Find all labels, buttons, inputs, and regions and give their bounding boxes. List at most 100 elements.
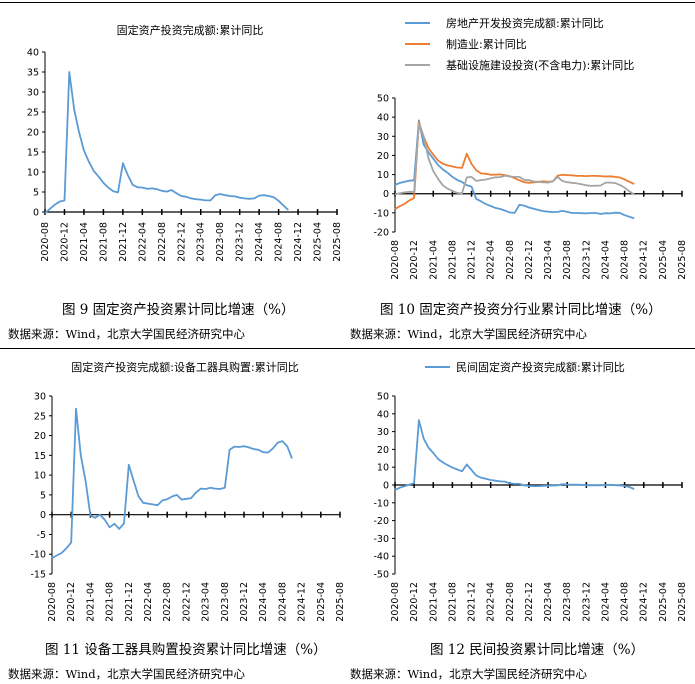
y-tick-label: 50 <box>377 392 389 403</box>
x-tick-label: 2022-04 <box>143 582 154 622</box>
x-tick-label: 2023-12 <box>581 240 592 280</box>
x-tick-label: 2020-12 <box>409 582 420 622</box>
x-tick-label: 2025-04 <box>316 582 327 622</box>
series-line-1 <box>394 119 635 220</box>
x-tick-label: 2023-12 <box>235 222 246 262</box>
x-tick-label: 2022-12 <box>176 222 187 262</box>
x-tick-label: 2022-08 <box>505 582 516 622</box>
x-tick-label: 2021-04 <box>428 240 439 280</box>
source-note-left-top: 数据来源：Wind，北京大学国民经济研究中心 <box>8 327 246 341</box>
y-tick-label: 35 <box>27 68 39 79</box>
x-tick-label: 2024-04 <box>258 582 269 622</box>
x-tick-label: 2021-04 <box>85 582 96 622</box>
x-tick-label: 2022-04 <box>137 222 148 262</box>
source-note-right-top: 数据来源：Wind，北京大学国民经济研究中心 <box>350 327 588 341</box>
y-tick-label: 20 <box>377 151 389 162</box>
x-tick-label: 2021-08 <box>447 240 458 280</box>
y-tick-label: 0 <box>40 510 46 521</box>
y-tick-label: -40 <box>373 552 389 563</box>
top-rule <box>0 2 695 3</box>
x-tick-label: 2020-12 <box>59 222 70 262</box>
legend-label: 基础设施建设投资(不含电力):累计同比 <box>446 58 634 72</box>
x-tick-label: 2021-12 <box>118 222 129 262</box>
series-line-2 <box>394 121 635 210</box>
x-tick-label: 2024-12 <box>293 222 304 262</box>
legend-label: 制造业:累计同比 <box>446 37 527 51</box>
x-tick-label: 2024-08 <box>274 222 285 262</box>
x-tick-label: 2020-08 <box>47 582 58 622</box>
x-tick-label: 2025-08 <box>332 222 343 262</box>
x-tick-label: 2023-08 <box>562 582 573 622</box>
y-tick-label: 15 <box>34 451 46 462</box>
x-tick-label: 2022-12 <box>181 582 192 622</box>
x-tick-label: 2021-08 <box>98 222 109 262</box>
x-tick-label: 2023-08 <box>215 222 226 262</box>
x-tick-label: 2024-08 <box>620 582 631 622</box>
x-tick-label: 2020-12 <box>409 240 420 280</box>
x-tick-label: 2021-04 <box>428 582 439 622</box>
y-tick-label: 10 <box>27 168 39 179</box>
plot-fig11: -15 -10 -5 0 5 10 15 20 25 30 2020-08 2020-12 2021-0… <box>30 360 346 622</box>
y-tick-label: 0 <box>383 481 389 492</box>
source-note-right-bottom: 数据来源：Wind，北京大学国民经济研究中心 <box>350 667 588 681</box>
x-tick-label: 2021-08 <box>105 582 116 622</box>
source-note-left-bottom: 数据来源：Wind，北京大学国民经济研究中心 <box>8 667 246 681</box>
y-tick-label: -20 <box>373 228 389 239</box>
series-line-1 <box>44 71 289 214</box>
y-tick-label: 10 <box>377 463 389 474</box>
y-tick-label: -20 <box>373 516 389 527</box>
y-tick-label: 20 <box>27 128 39 139</box>
y-tick-label: 0 <box>383 189 389 200</box>
x-tick-label: 2021-08 <box>447 582 458 622</box>
caption-fig11: 图 11 设备工器具购置投资累计同比增速（%） <box>45 642 327 658</box>
y-tick-label: 30 <box>377 427 389 438</box>
y-tick-label: 5 <box>40 490 46 501</box>
x-tick-label: 2024-04 <box>600 582 611 622</box>
legend-label: 房地产开发投资完成额:累计同比 <box>446 16 604 30</box>
x-tick-label: 2022-04 <box>486 240 497 280</box>
x-tick-label: 2024-12 <box>639 582 650 622</box>
chart-title: 民间固定资产投资完成额:累计同比 <box>456 360 625 374</box>
y-tick-label: -5 <box>37 530 46 541</box>
y-tick-label: 40 <box>377 113 389 124</box>
x-tick-label: 2022-08 <box>162 582 173 622</box>
x-tick-label: 2024-04 <box>600 240 611 280</box>
x-tick-label: 2021-12 <box>124 582 135 622</box>
x-tick-label: 2024-12 <box>639 240 650 280</box>
chart-title: 固定资产投资完成额:累计同比 <box>117 23 264 37</box>
y-tick-label: -10 <box>30 550 46 561</box>
y-tick-label: 30 <box>34 392 46 403</box>
x-tick-label: 2025-04 <box>658 582 669 622</box>
y-tick-label: 40 <box>377 409 389 420</box>
y-tick-label: -15 <box>30 570 46 581</box>
y-tick-label: 0 <box>33 208 39 219</box>
plot-fig12: -50 -40 -30 -20 -10 0 10 20 30 40 50 2020-08 2020-12… <box>373 360 688 622</box>
series-line-3 <box>394 122 635 196</box>
y-tick-label: 40 <box>27 48 39 59</box>
x-tick-label: 2025-08 <box>335 582 346 622</box>
y-tick-label: 20 <box>34 431 46 442</box>
x-tick-label: 2023-08 <box>562 240 573 280</box>
x-tick-label: 2022-12 <box>524 582 535 622</box>
x-tick-label: 2025-04 <box>658 240 669 280</box>
x-tick-label: 2022-08 <box>157 222 168 262</box>
x-tick-label: 2023-04 <box>196 222 207 262</box>
x-tick-label: 2024-08 <box>620 240 631 280</box>
x-tick-label: 2022-04 <box>486 582 497 622</box>
y-tick-label: -50 <box>373 570 389 581</box>
y-tick-label: -30 <box>373 534 389 545</box>
series-line-1 <box>51 407 293 559</box>
y-tick-label: 30 <box>377 132 389 143</box>
caption-fig9: 图 9 固定资产投资累计同比增速（%） <box>62 302 295 318</box>
x-tick-label: 2023-04 <box>201 582 212 622</box>
x-tick-label: 2023-12 <box>581 582 592 622</box>
x-tick-label: 2020-08 <box>40 222 51 262</box>
x-tick-label: 2024-12 <box>297 582 308 622</box>
y-tick-label: 25 <box>34 411 46 422</box>
caption-fig12: 图 12 民间投资累计同比增速（%） <box>430 642 645 658</box>
x-tick-label: 2025-04 <box>313 222 324 262</box>
y-tick-label: 5 <box>33 188 39 199</box>
middle-rule <box>0 348 695 349</box>
x-tick-label: 2020-08 <box>390 582 401 622</box>
